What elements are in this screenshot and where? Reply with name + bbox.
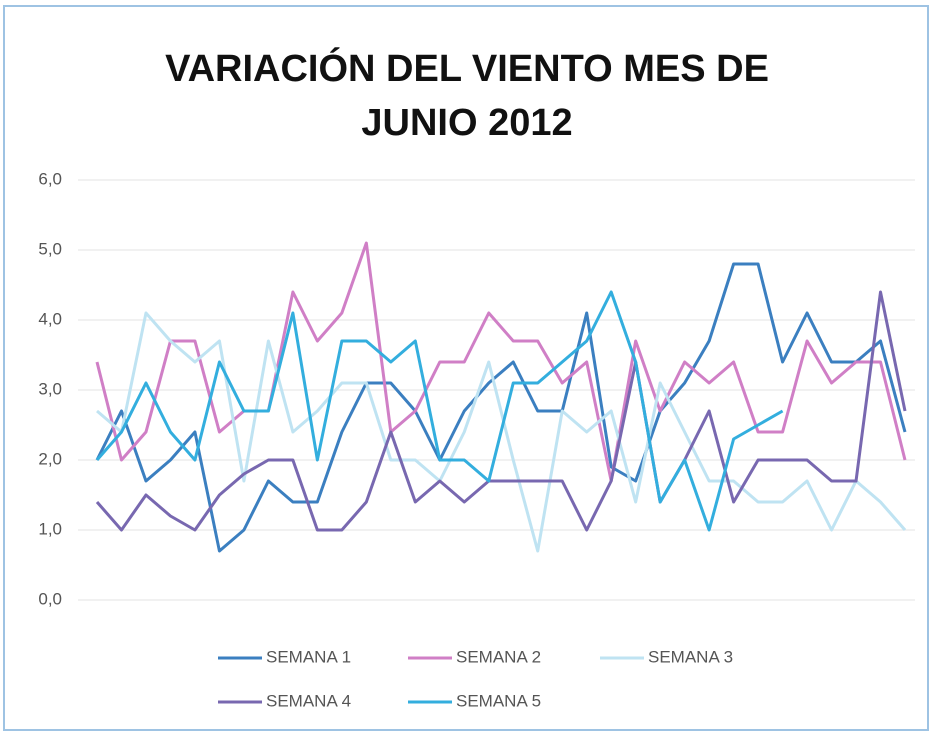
series-line — [96, 311, 907, 553]
y-tick-label: 2,0 — [38, 449, 62, 468]
y-tick-label: 1,0 — [38, 519, 62, 538]
y-tick-label: 6,0 — [38, 169, 62, 188]
y-tick-label: 5,0 — [38, 239, 62, 258]
y-tick-label: 0,0 — [38, 589, 62, 608]
legend-label: SEMANA 2 — [456, 647, 541, 666]
legend-label: SEMANA 3 — [648, 647, 733, 666]
series-line — [95, 262, 907, 553]
chart-title: VARIACIÓN DEL VIENTO MES DE JUNIO 2012 — [165, 48, 769, 144]
legend-label: SEMANA 1 — [266, 647, 351, 666]
chart-border — [3, 5, 929, 731]
legend-label: SEMANA 5 — [456, 691, 541, 710]
series-line — [95, 290, 907, 532]
legend-label: SEMANA 4 — [266, 691, 351, 710]
series-line — [95, 241, 907, 483]
series-line — [95, 290, 784, 532]
y-tick-label: 4,0 — [38, 309, 62, 328]
y-tick-label: 3,0 — [38, 379, 62, 398]
